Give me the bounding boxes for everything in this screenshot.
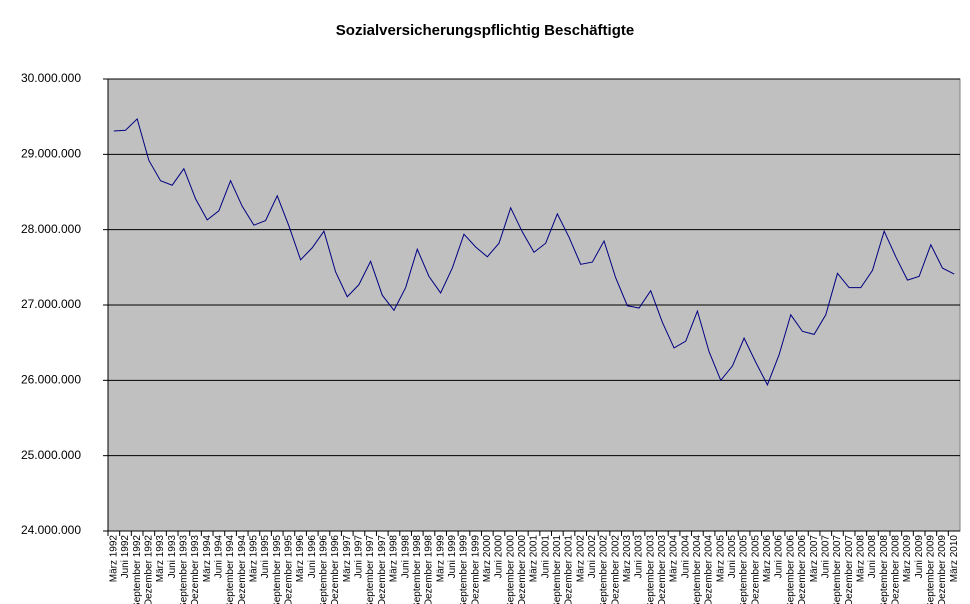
x-tick-label: Juni 2006 [774,535,785,579]
x-tick-label: September 2001 [552,535,563,604]
x-tick-label: Dezember 2006 [797,535,808,604]
x-tick-label: Juni 1996 [307,535,318,579]
x-tick-label: Juni 2005 [727,535,738,579]
x-tick-label: September 1994 [225,535,236,604]
x-tick-label: Dezember 2001 [564,535,575,604]
x-tick-label: März 1998 [389,535,400,583]
x-tick-label: März 1999 [435,535,446,583]
x-tick-label: Juni 2009 [914,535,925,579]
x-tick-label: März 2006 [762,535,773,583]
x-tick-label: Dezember 2007 [844,535,855,604]
x-tick-label: September 1995 [272,535,283,604]
x-tick-label: Dezember 1997 [377,535,388,604]
x-tick-label: Dezember 2002 [610,535,621,604]
x-tick-label: Dezember 2004 [704,535,715,604]
x-tick-label: März 1992 [108,535,119,583]
x-tick-label: Juni 1995 [260,535,271,579]
x-tick-label: März 1997 [342,535,353,583]
y-tick-label: 26.000.000 [21,373,81,387]
y-tick-label: 30.000.000 [21,71,81,85]
x-tick-label: September 1999 [459,535,470,604]
y-tick-label: 24.000.000 [21,523,81,537]
data-line [113,117,955,387]
x-tick-label: März 2007 [809,535,820,583]
x-tick-label: September 1997 [365,535,376,604]
x-tick-label: Juni 2008 [867,535,878,579]
x-tick-label: März 2008 [855,535,866,583]
x-tick-label: Dezember 2009 [937,535,948,604]
x-tick-label: Dezember 1992 [143,535,154,604]
x-tick-label: März 2000 [482,535,493,583]
x-tick-label: März 1994 [202,535,213,583]
chart-title: Sozialversicherungspflichtig Beschäftigt… [336,22,634,39]
y-tick-label: 29.000.000 [21,147,81,161]
x-tick-label: März 1996 [295,535,306,583]
x-tick-label: Dezember 1993 [190,535,201,604]
x-tick-label: März 2001 [529,535,540,583]
x-tick-label: September 2004 [692,535,703,604]
x-tick-label: Juni 2003 [634,535,645,579]
x-tick-label: Juni 1997 [354,535,365,579]
x-tick-label: September 2002 [599,535,610,604]
x-tick-label: März 2005 [715,535,726,583]
x-tick-label: Dezember 2003 [657,535,668,604]
x-tick-label: Dezember 1995 [284,535,295,604]
x-tick-label: Juni 1992 [120,535,131,579]
x-tick-label: März 1993 [155,535,166,583]
x-tick-label: Juni 1994 [214,535,225,579]
x-tick-label: September 2000 [505,535,516,604]
x-tick-label: Juni 2001 [540,535,551,579]
x-tick-label: September 2006 [785,535,796,604]
x-tick-label: September 1998 [412,535,423,604]
x-tick-label: Dezember 1999 [470,535,481,604]
x-tick-label: Juni 1998 [400,535,411,579]
x-tick-label: März 2009 [902,535,913,583]
y-tick-label: 27.000.000 [21,297,81,311]
x-tick-label: Juni 2000 [494,535,505,579]
x-tick-label: März 2004 [669,535,680,583]
x-tick-label: März 2002 [575,535,586,583]
x-tick-label: Juni 1999 [447,535,458,579]
x-tick-label: März 2010 [949,535,960,583]
x-tick-label: Dezember 1994 [237,535,248,604]
x-tick-label: September 2003 [645,535,656,604]
x-tick-label: September 1992 [132,535,143,604]
x-tick-label: März 1995 [249,535,260,583]
x-tick-label: Dezember 1998 [424,535,435,604]
x-tick-label: Juni 2004 [680,535,691,579]
x-tick-label: September 1993 [179,535,190,604]
y-tick-label: 28.000.000 [21,222,81,236]
x-tick-label: September 2009 [925,535,936,604]
x-tick-label: Dezember 2008 [890,535,901,604]
x-tick-label: Dezember 2005 [750,535,761,604]
x-tick-label: September 2007 [832,535,843,604]
x-tick-label: März 2003 [622,535,633,583]
x-tick-label: September 1996 [319,535,330,604]
x-tick-label: Juni 2002 [587,535,598,579]
x-tick-label: September 2008 [879,535,890,604]
x-tick-label: Juni 1993 [167,535,178,579]
x-tick-label: Juni 2007 [820,535,831,579]
x-tick-label: Dezember 1996 [330,535,341,604]
x-tick-label: Dezember 2000 [517,535,528,604]
y-tick-label: 25.000.000 [21,448,81,462]
x-tick-label: September 2005 [739,535,750,604]
